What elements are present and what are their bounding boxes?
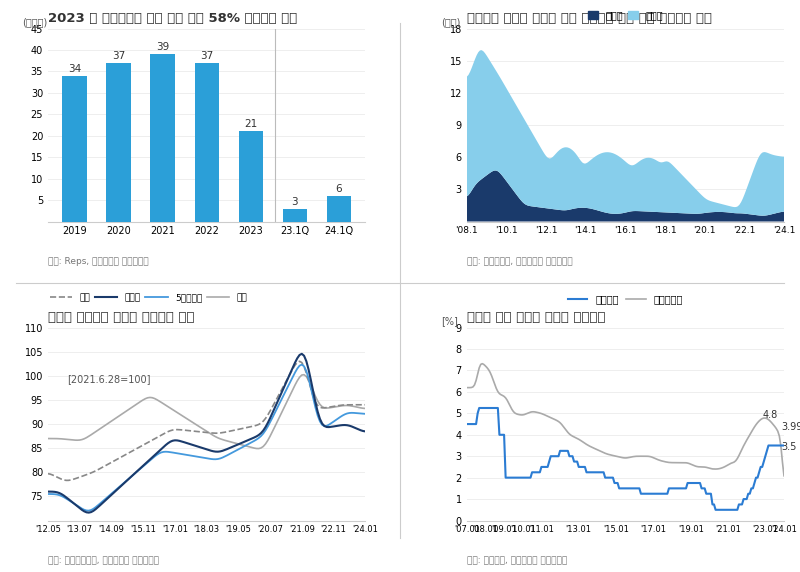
기준금리 bbox=[638, 490, 647, 497]
수도권 bbox=[361, 428, 370, 435]
신규주담대 bbox=[638, 453, 647, 460]
Text: 3.99: 3.99 bbox=[781, 423, 800, 432]
Text: 아파트 매수수요 위축은 지속되는 상태: 아파트 매수수요 위축은 지속되는 상태 bbox=[48, 311, 194, 324]
수도권 bbox=[84, 509, 94, 516]
기준금리 bbox=[474, 404, 484, 411]
신규주담대 bbox=[678, 459, 688, 466]
전국 bbox=[361, 402, 370, 408]
기준금리 bbox=[710, 506, 720, 513]
Line: 수도권: 수도권 bbox=[48, 354, 366, 513]
Line: 신규주담대: 신규주담대 bbox=[466, 364, 784, 476]
Text: (만호): (만호) bbox=[442, 17, 461, 27]
Text: 지료: 한국부동산원, 유안타증권 리서치센터: 지료: 한국부동산원, 유안타증권 리서치센터 bbox=[48, 556, 159, 565]
기준금리 bbox=[656, 490, 666, 497]
Text: 3.5: 3.5 bbox=[781, 442, 796, 452]
수도권 bbox=[43, 488, 53, 495]
기준금리 bbox=[779, 442, 789, 449]
Text: 37: 37 bbox=[200, 51, 214, 61]
Legend: 준공후, 준공전: 준공후, 준공전 bbox=[584, 6, 667, 24]
수도권 bbox=[150, 452, 159, 459]
전국 bbox=[46, 471, 55, 478]
Bar bbox=[326, 196, 351, 221]
Bar bbox=[282, 209, 306, 221]
지방 bbox=[318, 403, 327, 410]
Text: 감소하던 미분양 물량은 소폭 분양물량 증가 이후 증가세로 전환: 감소하던 미분양 물량은 소폭 분양물량 증가 이후 증가세로 전환 bbox=[466, 11, 712, 25]
Text: 지료: 국토교통부, 유안타증권 리서치센터: 지료: 국토교통부, 유안타증권 리서치센터 bbox=[466, 257, 572, 266]
지방 bbox=[254, 445, 263, 452]
Text: 지료: 한국은행, 유안타증권 리서치센터: 지료: 한국은행, 유안타증권 리서치센터 bbox=[466, 556, 567, 565]
신규주담대 bbox=[656, 458, 666, 464]
Bar bbox=[150, 54, 174, 221]
5개광역시 bbox=[324, 421, 334, 428]
기준금리 bbox=[504, 474, 514, 481]
지방 bbox=[62, 436, 71, 443]
전국 bbox=[318, 404, 327, 411]
Line: 전국: 전국 bbox=[48, 362, 366, 480]
5개광역시 bbox=[62, 495, 71, 502]
지방 bbox=[46, 435, 55, 442]
Bar bbox=[62, 76, 86, 221]
Bar bbox=[194, 63, 218, 221]
지방 bbox=[299, 371, 309, 378]
기준금리 bbox=[678, 485, 688, 492]
Text: (만세대): (만세대) bbox=[22, 17, 48, 27]
Bar bbox=[106, 63, 130, 221]
Text: 3: 3 bbox=[291, 197, 298, 206]
지방 bbox=[361, 405, 370, 412]
Text: 지료: Reps, 유안타증권 리서치센터: 지료: Reps, 유안타증권 리서치센터 bbox=[48, 257, 149, 266]
수도권 bbox=[46, 488, 55, 495]
수도권 bbox=[62, 494, 71, 500]
Text: 39: 39 bbox=[156, 42, 170, 52]
Text: 21: 21 bbox=[244, 120, 258, 129]
5개광역시 bbox=[84, 507, 94, 514]
전국 bbox=[63, 477, 73, 484]
전국 bbox=[62, 477, 71, 484]
Bar bbox=[238, 132, 262, 221]
전국 bbox=[43, 470, 53, 477]
5개광역시 bbox=[349, 410, 358, 416]
Line: 5개광역시: 5개광역시 bbox=[48, 364, 366, 511]
신규주담대 bbox=[504, 400, 514, 407]
Text: 37: 37 bbox=[112, 51, 125, 61]
Text: 34: 34 bbox=[68, 63, 81, 74]
5개광역시 bbox=[297, 361, 306, 368]
지방 bbox=[43, 435, 53, 442]
Text: [%]: [%] bbox=[442, 316, 458, 325]
신규주담대 bbox=[779, 472, 789, 479]
신규주담대 bbox=[478, 360, 487, 367]
전국 bbox=[150, 435, 159, 442]
전국 bbox=[324, 404, 334, 411]
5개광역시 bbox=[150, 453, 159, 460]
지방 bbox=[349, 403, 358, 410]
수도권 bbox=[324, 424, 334, 431]
기준금리 bbox=[462, 420, 471, 427]
5개광역시 bbox=[46, 491, 55, 498]
수도권 bbox=[349, 424, 358, 431]
Line: 지방: 지방 bbox=[48, 375, 366, 448]
신규주담대 bbox=[462, 384, 471, 391]
5개광역시 bbox=[318, 422, 327, 428]
수도권 bbox=[318, 420, 327, 427]
신규주담대 bbox=[753, 419, 762, 426]
Text: 2023 년 분양물량은 과거 평균 대비 58% 수준으로 감소: 2023 년 분양물량은 과거 평균 대비 58% 수준으로 감소 bbox=[48, 11, 298, 25]
5개광역시 bbox=[361, 410, 370, 417]
Text: 4.8: 4.8 bbox=[762, 410, 778, 420]
지방 bbox=[147, 394, 157, 401]
Legend: 기준금리, 신규주담대: 기준금리, 신규주담대 bbox=[564, 290, 687, 308]
Text: 여전히 높은 수준의 금리는 부담요인: 여전히 높은 수준의 금리는 부담요인 bbox=[466, 311, 606, 324]
신규주담대 bbox=[662, 459, 672, 466]
Line: 기준금리: 기준금리 bbox=[466, 408, 784, 510]
Legend: 전국, 수도권, 5개광역시, 지방: 전국, 수도권, 5개광역시, 지방 bbox=[46, 289, 251, 306]
지방 bbox=[324, 404, 334, 411]
Text: [2021.6.28=100]: [2021.6.28=100] bbox=[67, 374, 150, 384]
기준금리 bbox=[754, 469, 764, 476]
Text: 6: 6 bbox=[335, 184, 342, 194]
수도권 bbox=[297, 351, 306, 358]
기준금리 bbox=[662, 490, 672, 497]
전국 bbox=[294, 358, 304, 365]
5개광역시 bbox=[43, 491, 53, 498]
전국 bbox=[349, 402, 358, 408]
